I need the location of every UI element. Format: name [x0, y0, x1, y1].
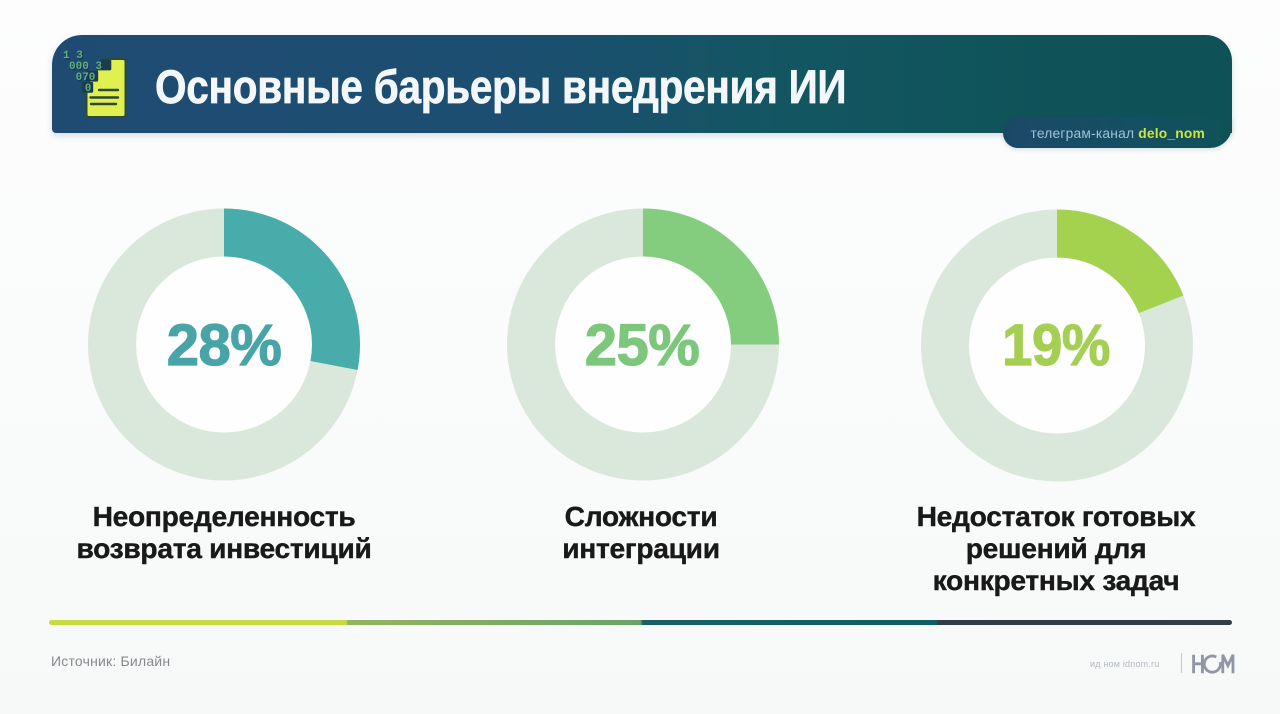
- svg-text:1 3: 1 3: [64, 51, 84, 63]
- svg-text:0: 0: [85, 83, 92, 95]
- svg-text:000 3: 000 3: [69, 61, 102, 73]
- svg-text:000 3: 000 3: [70, 62, 103, 74]
- svg-text:0: 0: [86, 84, 93, 96]
- svg-text:1 3: 1 3: [63, 50, 83, 62]
- svg-text:070: 070: [77, 73, 97, 85]
- svg-text:070: 070: [76, 72, 96, 84]
